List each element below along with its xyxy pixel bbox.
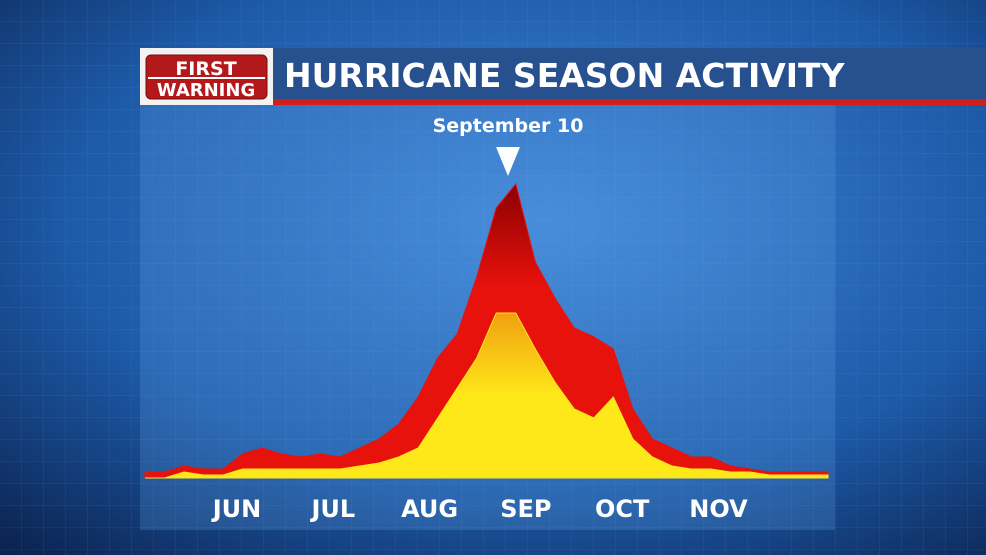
area <box>145 312 829 479</box>
logo-text: FIRST <box>175 58 236 80</box>
annotation-marker <box>496 147 520 176</box>
x-tick-label: JUN <box>211 495 262 523</box>
title-stripe <box>273 99 986 105</box>
x-tick-label: JUL <box>309 495 355 523</box>
annotation: September 10 <box>433 115 584 137</box>
title-bar <box>140 48 986 105</box>
x-tick-label: OCT <box>595 495 650 523</box>
chart-title: HURRICANE SEASON ACTIVITY <box>284 56 846 95</box>
logo-text: WARNING <box>157 80 255 101</box>
x-tick-label: AUG <box>401 495 458 523</box>
x-tick-label: SEP <box>500 495 551 523</box>
x-tick-label: NOV <box>689 495 748 523</box>
area <box>144 182 829 479</box>
